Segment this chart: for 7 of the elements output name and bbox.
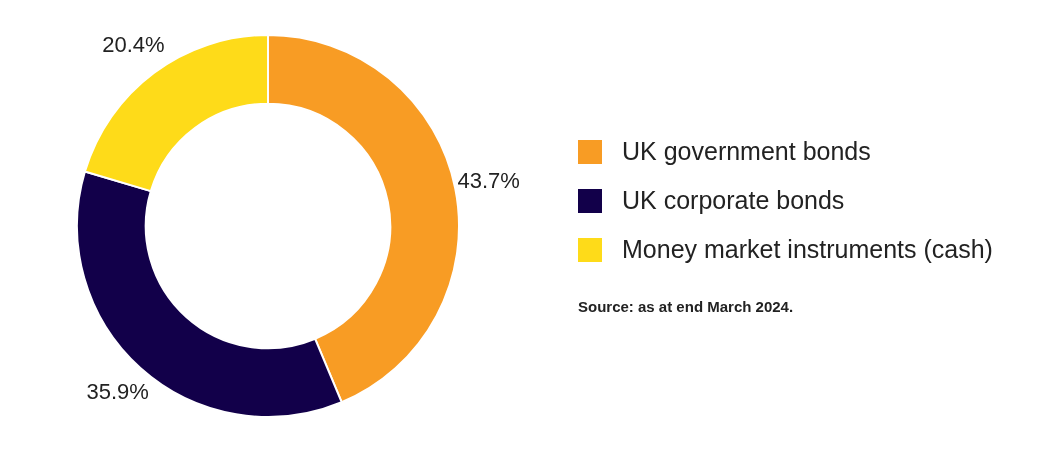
legend-label: Money market instruments (cash) [622,235,993,264]
data-label: 43.7% [457,167,520,193]
legend-label: UK corporate bonds [622,186,845,215]
data-label: 20.4% [102,31,165,57]
source-note: Source: as at end March 2024. [578,298,795,315]
legend-label: UK government bonds [622,137,871,166]
data-label: 35.9% [86,379,149,405]
